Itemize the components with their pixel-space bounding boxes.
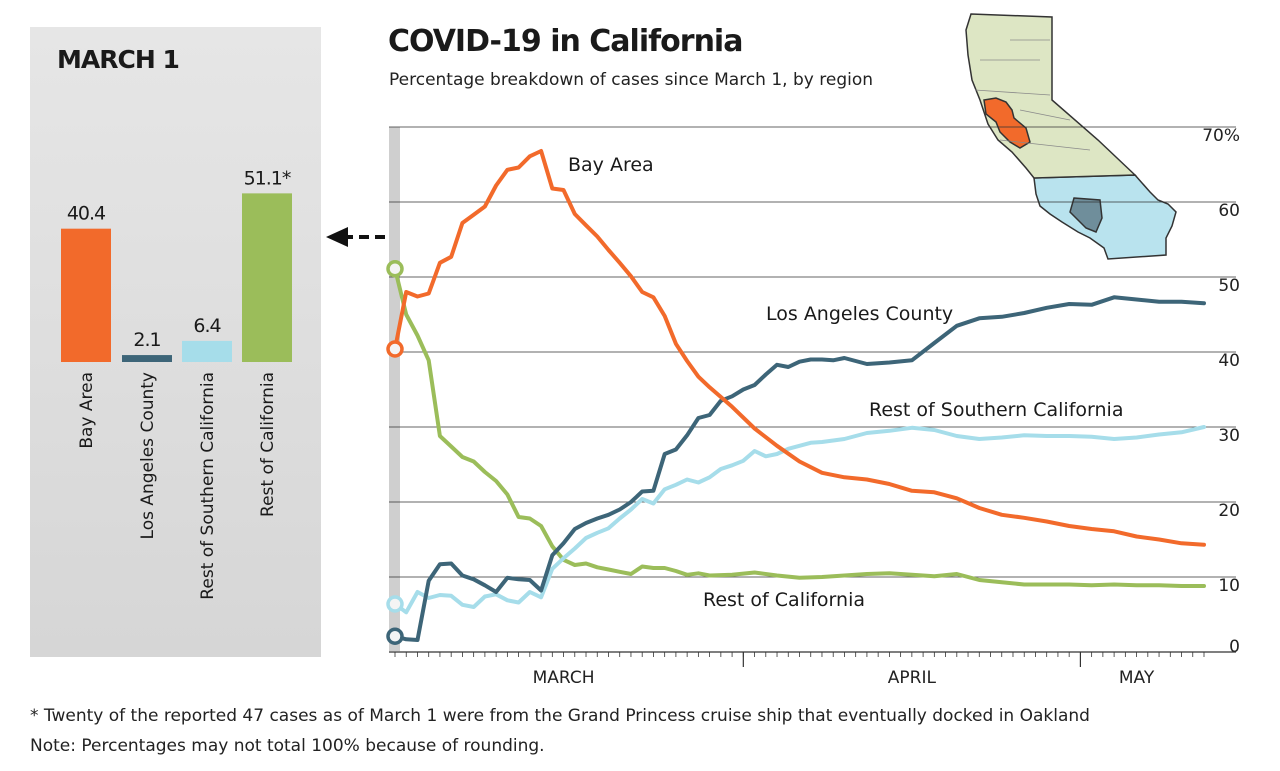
y-tick-label: 20 xyxy=(1218,501,1240,521)
x-month-label: APRIL xyxy=(888,668,937,688)
bar-0 xyxy=(61,228,111,362)
y-tick-label: 50 xyxy=(1218,276,1240,296)
series-line xyxy=(393,266,1206,588)
start-point-marker xyxy=(386,627,404,645)
y-tick-label: 60 xyxy=(1218,201,1240,221)
y-tick-label: 70% xyxy=(1202,126,1240,146)
map-la-county-region xyxy=(1069,197,1103,233)
chart-subtitle: Percentage breakdown of cases since Marc… xyxy=(389,70,874,90)
bar-value-label: 51.1* xyxy=(244,167,291,189)
panel-title: MARCH 1 xyxy=(57,45,180,74)
x-month-label: MARCH xyxy=(533,668,595,688)
start-point-marker xyxy=(386,595,404,613)
map-county-line xyxy=(974,89,1051,96)
map-county-line xyxy=(999,139,1091,151)
footnote: * Twenty of the reported 47 cases as of … xyxy=(30,706,1090,726)
series-line xyxy=(393,149,1206,547)
chart-title: COVID-19 in California xyxy=(388,24,743,59)
y-tick-label: 30 xyxy=(1218,426,1240,446)
map-south-region xyxy=(1033,174,1177,260)
bar-category-label: Rest of Southern California xyxy=(198,372,218,600)
california-map-icon xyxy=(965,13,1177,260)
series-label: Bay Area xyxy=(568,154,654,176)
series-label: Los Angeles County xyxy=(766,303,953,325)
series-line xyxy=(393,425,1206,615)
start-point-marker xyxy=(386,340,404,358)
note: Note: Percentages may not total 100% bec… xyxy=(30,736,545,756)
bar-category-label: Bay Area xyxy=(77,372,97,449)
map-bay-area-region xyxy=(983,97,1031,149)
bar-value-label: 2.1 xyxy=(133,329,160,351)
bar-value-label: 6.4 xyxy=(193,315,221,337)
bar-category-label: Los Angeles County xyxy=(138,372,158,539)
start-point-marker xyxy=(386,260,404,278)
y-tick-label: 10 xyxy=(1218,576,1240,596)
line-chart: 0 10 20 30 40 50 60 70% MARCH APRIL MAY Bay Area L… xyxy=(386,126,1240,688)
bar-3 xyxy=(242,193,292,362)
bar-1 xyxy=(122,355,172,362)
y-tick-label: 0 xyxy=(1229,637,1240,657)
series-label: Rest of Southern California xyxy=(869,399,1123,421)
march-1-highlight-band xyxy=(389,127,400,651)
series-label: Rest of California xyxy=(703,589,865,611)
bar-value-label: 40.4 xyxy=(67,203,106,225)
x-month-label: MAY xyxy=(1119,668,1155,688)
series-line xyxy=(393,295,1206,642)
y-tick-label: 40 xyxy=(1218,351,1240,371)
bar-2 xyxy=(182,340,232,362)
bar-category-label: Rest of California xyxy=(258,372,278,517)
dashed-arrow-icon xyxy=(326,227,385,247)
map-county-lines xyxy=(974,39,1091,151)
march-1-bar-chart: 40.4 2.1 6.4 51.1* Bay Area Los Angeles Coun… xyxy=(61,167,292,600)
map-county-line xyxy=(1019,109,1071,121)
map-north-region xyxy=(965,13,1137,179)
